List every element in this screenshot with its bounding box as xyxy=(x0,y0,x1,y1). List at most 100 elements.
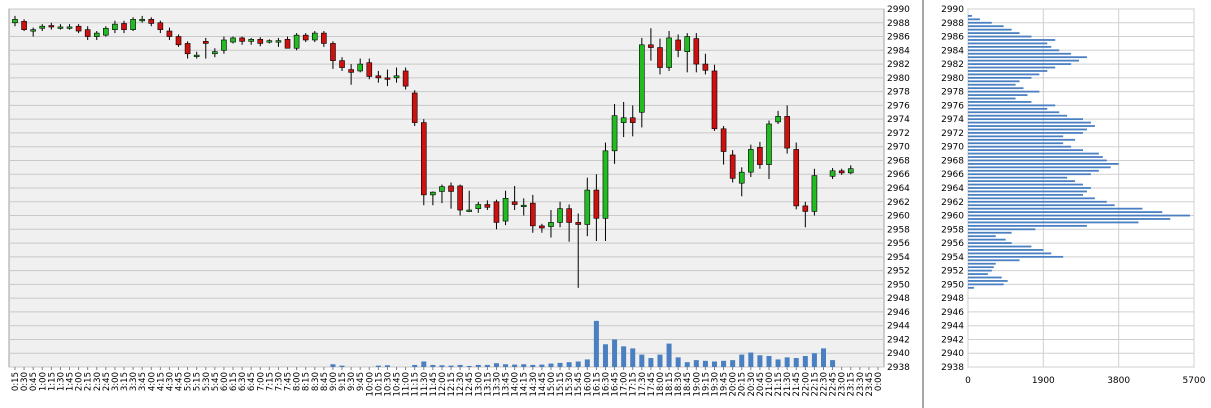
volume-bar xyxy=(339,365,345,367)
profile-bar xyxy=(968,200,1107,203)
x-tick-label: 13:15 xyxy=(483,372,493,397)
x-tick-label: 19:45 xyxy=(720,372,730,397)
candle-body xyxy=(620,117,627,123)
profile-bar xyxy=(968,94,1028,96)
x-tick-label: 20:00 xyxy=(729,372,739,397)
volume-bars xyxy=(330,320,836,367)
volume-bar xyxy=(412,364,418,367)
profile-bar xyxy=(968,283,1004,286)
profile-bar xyxy=(968,245,1032,248)
y-tick-label: 2976 xyxy=(887,101,910,111)
candle-body xyxy=(339,60,345,68)
profile-bar xyxy=(968,238,1006,241)
y-tick-label: 2972 xyxy=(887,129,910,139)
candle-body xyxy=(439,186,445,192)
candle-body xyxy=(66,26,73,29)
candle-body xyxy=(720,128,727,152)
x-tick-label: 17:30 xyxy=(638,372,648,397)
profile-bars xyxy=(968,14,1191,289)
candle-body xyxy=(757,147,763,165)
x-tick-label: 19:30 xyxy=(710,372,720,397)
profile-bar xyxy=(968,114,1068,117)
candle-body xyxy=(811,175,818,212)
x-tick-label: 13:00 xyxy=(474,372,484,397)
candle-body xyxy=(130,19,136,30)
candles xyxy=(12,15,854,288)
x-tick-label: 8:30 xyxy=(311,372,321,391)
profile-y-tick-label: 2946 xyxy=(941,308,964,318)
profile-bar xyxy=(968,45,1052,48)
candle-body xyxy=(248,38,254,42)
candle-body xyxy=(847,168,854,174)
candle-body xyxy=(711,70,718,130)
candle-body xyxy=(584,189,591,225)
profile-bar xyxy=(968,83,1016,86)
candle-body xyxy=(293,34,300,49)
candle-body xyxy=(157,22,164,30)
candle-body xyxy=(657,47,663,68)
x-tick-label: 15:15 xyxy=(556,372,566,397)
volume-bar xyxy=(739,354,745,367)
profile-bar xyxy=(968,235,996,238)
candle-body xyxy=(766,123,772,165)
volume-bar xyxy=(702,360,708,367)
y-tick-label: 2968 xyxy=(887,156,910,166)
x-tick-label: 13:30 xyxy=(492,372,502,397)
x-tick-label: 6:00 xyxy=(220,372,230,391)
profile-x-tick-label: 1900 xyxy=(1032,376,1055,386)
candle-body xyxy=(420,122,427,196)
profile-bar xyxy=(968,266,994,269)
volume-bar xyxy=(621,346,627,367)
x-tick-label: 12:00 xyxy=(438,372,448,397)
main-gridlines xyxy=(9,8,884,368)
y-tick-label: 2942 xyxy=(887,335,910,345)
profile-x-tick-label: 0 xyxy=(965,376,971,386)
profile-bar xyxy=(968,163,1119,165)
volume-bar xyxy=(630,348,636,367)
profile-bar xyxy=(968,224,1087,227)
profile-y-tick-label: 2962 xyxy=(941,198,964,208)
candle-body xyxy=(675,39,681,51)
x-tick-label: 6:30 xyxy=(238,372,248,391)
candle-body xyxy=(39,25,46,29)
main-x-axis-labels: 0:15 0:30 0:45 1:00 1:15 1:30 1:45 2:00 2:15 2:30… xyxy=(11,367,884,397)
profile-y-tick-label: 2958 xyxy=(941,225,964,235)
profile-bar xyxy=(968,228,1036,231)
candle-body xyxy=(793,149,800,207)
profile-bar xyxy=(968,18,980,21)
x-tick-label: 15:45 xyxy=(574,372,584,397)
volume-bar xyxy=(521,364,527,367)
x-tick-label: 2:45 xyxy=(102,372,112,391)
volume-bar xyxy=(757,355,763,367)
x-tick-label: 20:30 xyxy=(747,372,757,397)
volume-bar xyxy=(457,364,463,367)
candle-body xyxy=(484,204,491,208)
volume-bar xyxy=(820,348,826,367)
x-tick-label: 16:15 xyxy=(592,372,602,397)
profile-bar xyxy=(968,197,1095,200)
profile-bar xyxy=(968,218,1171,220)
x-tick-label: 18:15 xyxy=(665,372,675,397)
candle-body xyxy=(693,38,700,65)
profile-bar xyxy=(968,80,1020,83)
candle-body xyxy=(30,29,36,32)
x-tick-label: 4:15 xyxy=(156,372,166,391)
volume-bar xyxy=(593,320,599,367)
candle-body xyxy=(775,116,781,123)
profile-y-tick-label: 2956 xyxy=(941,239,964,249)
volume-bar xyxy=(421,361,427,367)
volume-bar xyxy=(748,352,754,367)
volume-bar xyxy=(784,357,790,367)
volume-bar xyxy=(439,365,445,367)
volume-bar xyxy=(484,364,490,367)
x-tick-label: 9:00 xyxy=(329,372,339,391)
candle-body xyxy=(321,32,327,44)
profile-y-tick-label: 2970 xyxy=(941,143,964,153)
x-tick-label: 3:15 xyxy=(120,372,130,391)
profile-bar xyxy=(968,14,972,17)
volume-bar xyxy=(475,364,481,367)
volume-profile-panel: 2938 2940 2942 2944 2946 2948 2950 2952 2954 2956… xyxy=(941,5,1206,386)
profile-bar xyxy=(968,76,1032,79)
y-tick-label: 2966 xyxy=(887,170,910,180)
x-tick-label: 18:30 xyxy=(674,372,684,397)
